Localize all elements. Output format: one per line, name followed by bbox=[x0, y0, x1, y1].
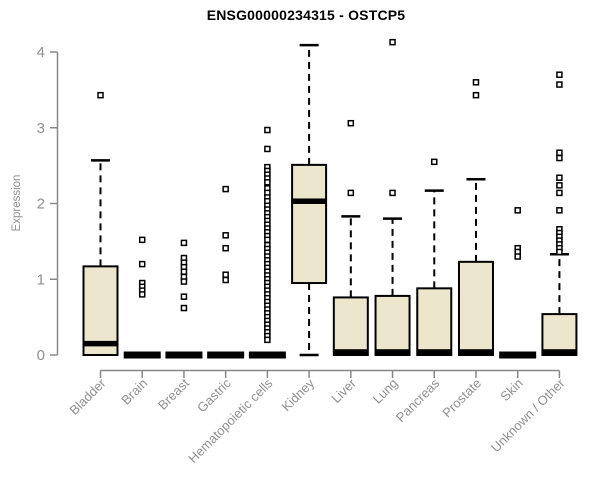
outlier-point-unknown-other bbox=[556, 149, 563, 156]
outlier-point-hematopoietic-cells bbox=[264, 145, 271, 153]
outlier-point-liver bbox=[347, 119, 355, 127]
box-hematopoietic-cells bbox=[248, 351, 286, 359]
y-tick-label: 2 bbox=[37, 196, 45, 213]
y-tick-label: 0 bbox=[37, 347, 45, 364]
outlier-point-breast bbox=[180, 304, 188, 312]
median-line-unknown-other bbox=[542, 349, 577, 355]
y-tick-label: 3 bbox=[37, 120, 45, 137]
outlier-point-gastric bbox=[222, 276, 229, 284]
outlier-point-unknown-other bbox=[556, 248, 563, 256]
median-line-kidney bbox=[292, 198, 327, 204]
x-tick-label-pancreas: Pancreas bbox=[393, 375, 443, 425]
outlier-point-gastric bbox=[222, 185, 229, 193]
outlier-point-gastric bbox=[222, 232, 229, 239]
outlier-point-gastric bbox=[222, 271, 229, 278]
median-line-lung bbox=[375, 349, 410, 355]
x-tick-label-breast: Breast bbox=[155, 375, 192, 412]
x-tick-label-skin: Skin bbox=[497, 376, 525, 404]
x-tick-label-unknown-other: Unknown / Other bbox=[488, 375, 568, 455]
x-tick-label-brain: Brain bbox=[118, 376, 150, 408]
box-bladder bbox=[82, 265, 119, 356]
box-brain bbox=[123, 351, 161, 359]
outlier-point-brain bbox=[138, 236, 146, 244]
outlier-point-bladder bbox=[97, 91, 104, 99]
outlier-point-hematopoietic-cells bbox=[264, 236, 271, 244]
box-prostate bbox=[457, 260, 494, 357]
y-tick-label: 4 bbox=[37, 44, 45, 61]
outlier-point-unknown-other bbox=[556, 81, 563, 88]
outlier-point-brain bbox=[138, 260, 146, 268]
x-tick-label-kidney: Kidney bbox=[279, 375, 318, 414]
outlier-point-liver bbox=[347, 189, 355, 197]
x-tick-label-lung: Lung bbox=[370, 376, 401, 407]
median-line-pancreas bbox=[417, 349, 452, 355]
outlier-point-unknown-other bbox=[556, 174, 563, 181]
outlier-point-breast bbox=[180, 239, 188, 247]
outlier-point-pancreas bbox=[431, 158, 438, 166]
outlier-point-unknown-other bbox=[556, 182, 563, 189]
box-unknown-other bbox=[541, 313, 578, 356]
y-tick-label: 1 bbox=[37, 271, 45, 288]
x-tick-label-liver: Liver bbox=[328, 375, 359, 406]
chart-title: ENSG00000234315 - OSTCP5 bbox=[206, 7, 406, 23]
box-gastric bbox=[207, 351, 245, 359]
outlier-point-unknown-other bbox=[556, 207, 563, 214]
outlier-point-gastric bbox=[222, 244, 229, 252]
box-lung bbox=[374, 294, 411, 357]
outlier-point-breast bbox=[180, 278, 188, 285]
box-kidney bbox=[291, 163, 328, 285]
outlier-point-lung bbox=[389, 38, 396, 46]
outlier-point-hematopoietic-cells bbox=[264, 336, 271, 344]
median-line-liver bbox=[333, 349, 368, 355]
outlier-point-lung bbox=[389, 189, 396, 197]
outlier-point-skin bbox=[514, 207, 521, 214]
box-breast bbox=[165, 351, 203, 359]
box-liver bbox=[332, 296, 369, 356]
outlier-point-hematopoietic-cells bbox=[264, 179, 271, 186]
outlier-point-unknown-other bbox=[556, 189, 563, 197]
median-line-prostate bbox=[458, 349, 493, 355]
x-tick-label-gastric: Gastric bbox=[194, 375, 234, 415]
outlier-point-unknown-other bbox=[556, 71, 563, 78]
outlier-point-hematopoietic-cells bbox=[264, 126, 271, 134]
outlier-point-prostate bbox=[472, 91, 480, 99]
outlier-point-unknown-other bbox=[556, 154, 563, 162]
outlier-point-brain bbox=[138, 291, 146, 298]
x-tick-label-bladder: Bladder bbox=[66, 375, 109, 418]
outlier-point-breast bbox=[180, 293, 188, 300]
x-tick-label-prostate: Prostate bbox=[439, 376, 484, 421]
box-skin bbox=[499, 351, 537, 359]
outlier-point-breast bbox=[180, 268, 188, 275]
box-pancreas bbox=[416, 287, 453, 356]
outlier-point-skin bbox=[514, 253, 521, 260]
outlier-point-prostate bbox=[472, 79, 480, 86]
median-line-bladder bbox=[83, 340, 118, 347]
